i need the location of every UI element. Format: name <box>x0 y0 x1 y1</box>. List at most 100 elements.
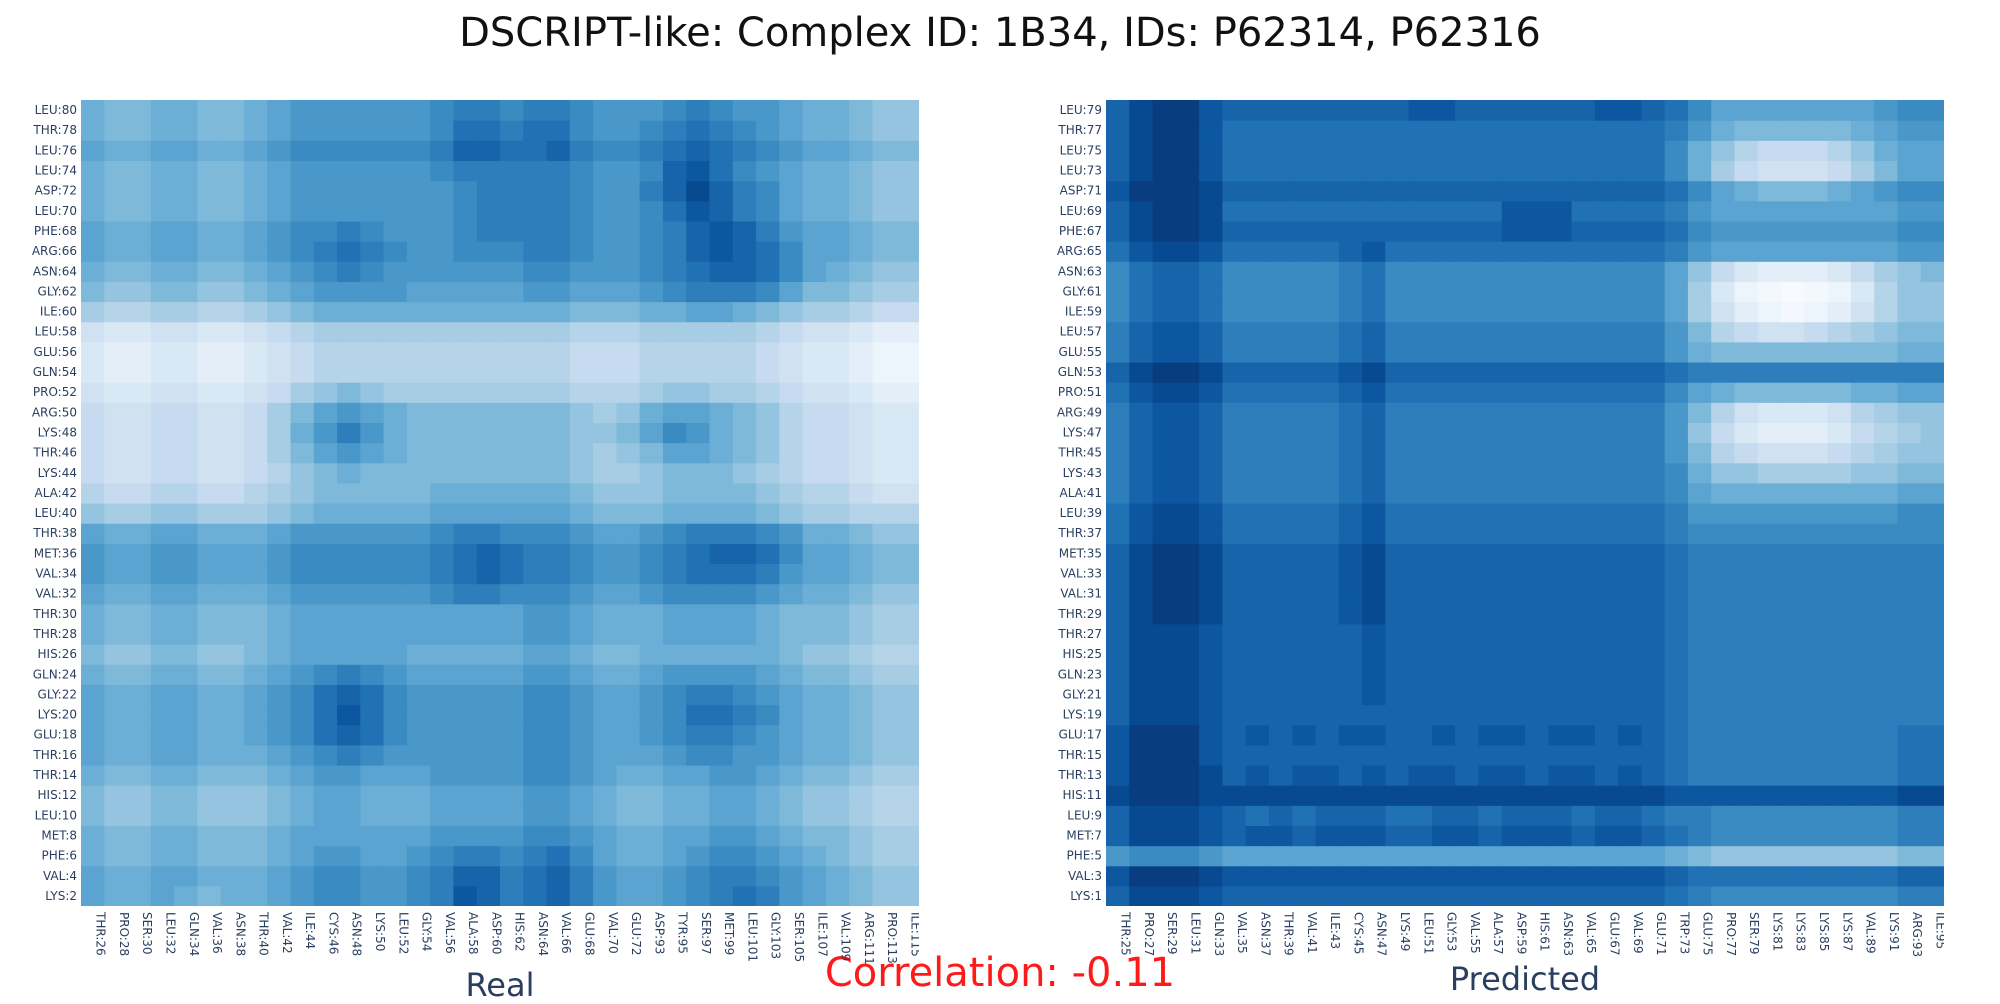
heatmap-cell <box>1431 200 1456 222</box>
y-tick-label: THR:45 <box>1057 446 1102 460</box>
heatmap-cell <box>1152 140 1177 162</box>
heatmap-cell <box>1106 261 1130 282</box>
heatmap-cell <box>825 442 850 464</box>
heatmap-cell <box>1594 865 1619 887</box>
heatmap-cell <box>1455 321 1480 343</box>
heatmap-cell <box>756 563 780 585</box>
heatmap-cell <box>1548 361 1573 383</box>
heatmap-cell <box>1594 261 1619 282</box>
heatmap-cell <box>1664 180 1689 202</box>
heatmap-cell <box>1245 724 1270 746</box>
heatmap-cell <box>849 785 874 806</box>
heatmap-cell <box>243 261 268 282</box>
heatmap-cell <box>1199 684 1223 706</box>
heatmap-cell <box>1618 341 1642 363</box>
heatmap-cell <box>1455 744 1480 766</box>
heatmap-cell <box>1199 321 1223 343</box>
heatmap-cell <box>1338 704 1363 726</box>
heatmap-cell <box>1245 321 1270 343</box>
heatmap-cell <box>616 603 641 625</box>
heatmap-cell <box>1222 462 1247 484</box>
heatmap-cell <box>1245 402 1270 423</box>
heatmap-cell <box>290 281 315 303</box>
y-tick-label: PHE:5 <box>1066 849 1102 863</box>
y-tick-label: THR:27 <box>1057 627 1102 641</box>
heatmap-cell <box>383 825 408 847</box>
heatmap-cell <box>1571 583 1596 605</box>
heatmap-cell <box>523 220 548 242</box>
heatmap-cell <box>1827 865 1852 887</box>
heatmap-cell <box>127 885 152 906</box>
heatmap-cell <box>81 825 105 847</box>
heatmap-cell <box>127 422 152 444</box>
heatmap-cell <box>569 321 594 343</box>
heatmap-cell <box>430 120 455 141</box>
heatmap-cell <box>1781 825 1805 847</box>
heatmap-cell <box>1362 200 1386 222</box>
heatmap-cell <box>1478 241 1503 262</box>
heatmap-cell <box>1711 442 1736 464</box>
heatmap-cell <box>360 845 385 867</box>
heatmap-cell <box>1687 220 1712 242</box>
heatmap-cell <box>1850 120 1875 141</box>
heatmap-cell <box>1338 180 1363 202</box>
heatmap-cell <box>1757 160 1782 182</box>
heatmap-cell <box>1687 180 1712 202</box>
heatmap-cell <box>1245 664 1270 685</box>
heatmap-cell <box>476 100 501 121</box>
heatmap-cell <box>1757 321 1782 343</box>
heatmap-cell <box>825 744 850 766</box>
heatmap-cell <box>616 825 641 847</box>
heatmap-cell <box>81 442 105 464</box>
heatmap-cell <box>849 261 874 282</box>
heatmap-cell <box>569 341 594 363</box>
heatmap-cell <box>872 160 897 182</box>
heatmap-cell <box>662 361 687 383</box>
heatmap-cell <box>1106 684 1130 706</box>
heatmap-cell <box>81 462 105 484</box>
heatmap-cell <box>802 825 827 847</box>
heatmap-cell <box>383 442 408 464</box>
heatmap-cell <box>1315 724 1340 746</box>
heatmap-cell <box>313 120 338 141</box>
heatmap-cell <box>476 120 501 141</box>
heatmap-cell <box>616 664 641 685</box>
heatmap-cell <box>872 764 897 786</box>
heatmap-cell <box>406 603 431 625</box>
heatmap-cell <box>1245 180 1270 202</box>
heatmap-cell <box>1827 422 1852 444</box>
panel-label-real: Real <box>465 966 535 1004</box>
heatmap-cell <box>81 422 105 444</box>
heatmap-cell <box>150 241 175 262</box>
heatmap-cell <box>1641 865 1666 887</box>
heatmap-cell <box>1687 241 1712 262</box>
heatmap-cell <box>104 785 129 806</box>
heatmap-cell <box>1897 865 1922 887</box>
heatmap-cell <box>523 623 548 645</box>
heatmap-cell <box>104 241 129 262</box>
heatmap-cell <box>1152 321 1177 343</box>
heatmap-cell <box>1618 825 1642 847</box>
heatmap-cell <box>872 462 897 484</box>
y-tick-label: VAL:34 <box>35 567 77 581</box>
heatmap-cell <box>243 382 268 403</box>
heatmap-cell <box>686 644 711 665</box>
heatmap-cell <box>476 482 501 504</box>
heatmap-cell <box>1431 442 1456 464</box>
heatmap-cell <box>1222 120 1247 141</box>
heatmap-cell <box>872 281 897 303</box>
heatmap-cell <box>81 523 105 544</box>
heatmap-cell <box>290 402 315 423</box>
heatmap-cell <box>1641 543 1666 565</box>
heatmap-cell <box>313 664 338 685</box>
heatmap-cell <box>639 321 664 343</box>
heatmap-cell <box>639 724 664 746</box>
heatmap-cell <box>1455 503 1480 524</box>
heatmap-cell <box>895 341 919 363</box>
heatmap-cell <box>1618 402 1642 423</box>
heatmap-cell <box>243 160 268 182</box>
heatmap-cell <box>360 402 385 423</box>
x-tick-label: HIS:62 <box>513 912 527 952</box>
heatmap-cell <box>1222 704 1247 726</box>
heatmap-cell <box>1594 664 1619 685</box>
